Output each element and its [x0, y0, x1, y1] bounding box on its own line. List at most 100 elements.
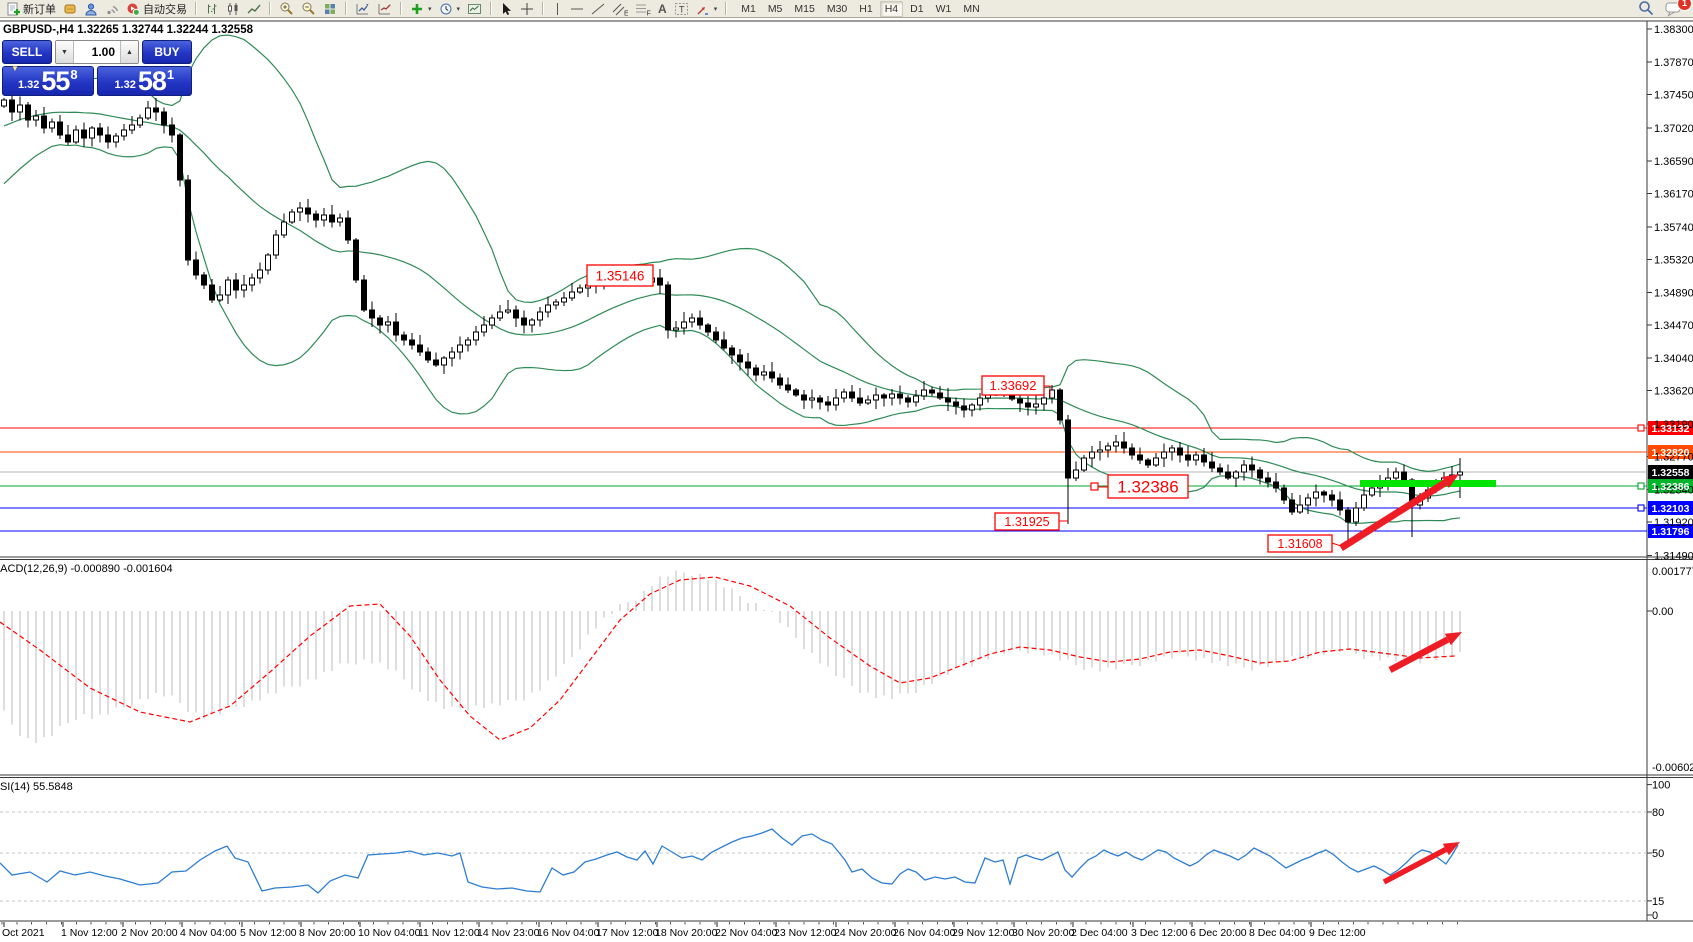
- candle: [657, 277, 663, 286]
- volume-decrease-button[interactable]: ▼: [56, 41, 74, 63]
- candle: [569, 291, 575, 299]
- candle: [1105, 445, 1111, 451]
- candlestick-mode-icon[interactable]: [223, 1, 243, 17]
- candle: [273, 234, 279, 256]
- zoom-out-icon[interactable]: [298, 1, 319, 17]
- candle: [249, 277, 255, 286]
- candle: [1177, 447, 1183, 456]
- price-annotation-1.31925[interactable]: [994, 512, 1068, 531]
- channel-tool-icon[interactable]: E: [609, 1, 631, 17]
- candle: [697, 317, 703, 326]
- volume-increase-button[interactable]: ▲: [120, 41, 138, 63]
- red-trend-arrow[interactable]: [1388, 632, 1462, 673]
- x-axis-date-label: 18 Nov 20:00: [655, 927, 718, 939]
- timeframe-button-h1[interactable]: H1: [859, 2, 873, 15]
- price-badge-1.32103: [1648, 501, 1693, 515]
- cursor-tool-icon[interactable]: [497, 1, 516, 17]
- time-axis[interactable]: [1, 922, 1458, 927]
- volume-input[interactable]: 1.00: [74, 41, 120, 63]
- chart-autoscroll-icon[interactable]: [374, 1, 395, 17]
- timeframe-button-w1[interactable]: W1: [935, 2, 952, 15]
- new-order-button[interactable]: 新订单: [3, 1, 59, 17]
- crosshair-tool-icon[interactable]: [517, 1, 537, 17]
- timeframe-button-m1[interactable]: M1: [741, 2, 756, 15]
- price-annotation-1.33692[interactable]: [981, 375, 1051, 397]
- toolbar-separator: [725, 2, 728, 15]
- timeframe-button-d1[interactable]: D1: [910, 2, 924, 15]
- candle: [369, 309, 375, 319]
- bar-chart-mode-icon[interactable]: [202, 1, 222, 17]
- price-axis[interactable]: [1637, 28, 1693, 916]
- candle: [193, 259, 199, 276]
- signal-icon[interactable]: [102, 1, 122, 17]
- x-axis-date-label: 5 Nov 12:00: [240, 927, 297, 939]
- bollinger-middle-band: [3, 111, 1461, 497]
- x-axis-date-label: 16 Nov 04:00: [537, 927, 600, 939]
- timeframe-button-mn[interactable]: MN: [963, 2, 980, 15]
- trendline-tool-icon[interactable]: [588, 1, 608, 17]
- red-trend-arrow[interactable]: [1382, 842, 1460, 885]
- x-axis-date-label: 23 Nov 12:00: [774, 927, 837, 939]
- rsi-axis-label: 100: [1652, 780, 1670, 792]
- search-icon[interactable]: [1638, 0, 1655, 17]
- sell-button[interactable]: SELL: [2, 40, 52, 64]
- rsi-pane[interactable]: [0, 811, 1647, 902]
- red-trend-arrow[interactable]: [1339, 474, 1459, 551]
- y-axis-tick-label: 1.37870: [1654, 57, 1693, 69]
- candle: [385, 321, 391, 326]
- profile-icon[interactable]: [81, 1, 101, 17]
- candle: [481, 324, 487, 333]
- macd-label: MACD(12,26,9) -0.000890 -0.001604: [0, 563, 173, 575]
- candle: [849, 391, 855, 399]
- candle: [1321, 491, 1327, 496]
- candle: [1065, 419, 1071, 479]
- candle: [337, 217, 343, 223]
- auto-trading-button[interactable]: 自动交易: [123, 1, 190, 17]
- bid-price[interactable]: 1.32 55 8: [2, 66, 94, 96]
- candle: [257, 269, 263, 279]
- main-price-pane[interactable]: [0, 34, 1647, 553]
- price-badge-1.32558: [1648, 465, 1693, 479]
- candle: [1169, 447, 1175, 453]
- tile-windows-icon[interactable]: [320, 1, 340, 17]
- seal-icon[interactable]: [60, 1, 80, 17]
- line-chart-mode-icon[interactable]: [244, 1, 264, 17]
- timeframe-button-h4[interactable]: H4: [879, 0, 904, 17]
- panel-collapse-caret[interactable]: ▼: [11, 64, 19, 73]
- ask-price[interactable]: 1.32 58 1: [96, 66, 192, 96]
- buy-button[interactable]: BUY: [142, 40, 192, 64]
- candle: [857, 397, 863, 404]
- price-annotation-1.31608[interactable]: [1267, 534, 1342, 553]
- template-icon[interactable]: [464, 1, 485, 17]
- price-annotation-1.32386[interactable]: [1090, 474, 1189, 499]
- candle: [65, 134, 71, 143]
- candle: [841, 391, 847, 399]
- period-clock-icon[interactable]: ▾: [436, 1, 464, 17]
- rsi-line: [0, 828, 1459, 894]
- zoom-in-icon[interactable]: [276, 1, 297, 17]
- price-annotation-1.35146[interactable]: [586, 264, 654, 287]
- horizontal-line-tool-icon[interactable]: [567, 1, 587, 17]
- vertical-line-tool-icon[interactable]: [549, 1, 566, 17]
- y-axis-tick-label: 1.32770: [1654, 451, 1693, 463]
- notifications-icon[interactable]: 1: [1665, 0, 1692, 17]
- arrows-tool-icon[interactable]: ▾: [693, 1, 721, 17]
- timeframe-button-m5[interactable]: M5: [767, 2, 783, 15]
- text-tool-icon[interactable]: A: [658, 1, 667, 16]
- fibonacci-tool-icon[interactable]: F: [632, 1, 654, 17]
- macd-pane[interactable]: [0, 570, 1461, 744]
- timeframe-button-m30[interactable]: M30: [826, 2, 848, 15]
- green-highlight-bar[interactable]: [1360, 480, 1496, 487]
- add-indicator-icon[interactable]: ▾: [407, 1, 435, 17]
- price-badge-label: 1.32103: [1652, 503, 1690, 515]
- candle: [665, 284, 671, 331]
- chart-shift-icon[interactable]: [352, 1, 373, 17]
- candle: [681, 321, 687, 329]
- text-label-tool-icon[interactable]: T: [671, 1, 692, 17]
- x-axis-date-label: 9 Dec 12:00: [1309, 927, 1366, 939]
- candle: [1089, 451, 1095, 459]
- candle: [329, 214, 335, 223]
- candle: [465, 339, 471, 346]
- timeframe-button-m15[interactable]: M15: [794, 2, 815, 15]
